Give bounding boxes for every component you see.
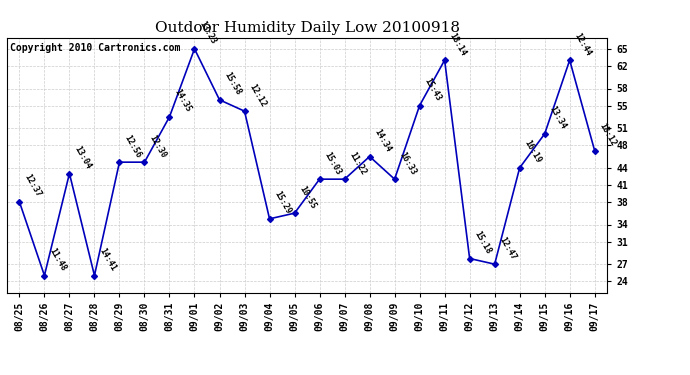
Text: 14:34: 14:34 [373,128,393,154]
Text: Copyright 2010 Cartronics.com: Copyright 2010 Cartronics.com [10,43,180,52]
Title: Outdoor Humidity Daily Low 20100918: Outdoor Humidity Daily Low 20100918 [155,21,460,35]
Text: 16:33: 16:33 [397,150,417,176]
Text: 13:04: 13:04 [72,145,92,171]
Text: 15:18: 15:18 [473,230,493,256]
Text: 11:22: 11:22 [347,150,368,176]
Text: 11:48: 11:48 [47,247,68,273]
Text: 12:47: 12:47 [497,235,518,261]
Text: 15:43: 15:43 [422,76,443,103]
Text: 16:19: 16:19 [522,139,543,165]
Text: 12:56: 12:56 [122,133,143,159]
Text: 14:41: 14:41 [97,247,117,273]
Text: 18:14: 18:14 [447,31,468,57]
Text: 12:44: 12:44 [573,31,593,57]
Text: 13:34: 13:34 [547,105,568,131]
Text: 12:12: 12:12 [247,82,268,108]
Text: 15:58: 15:58 [222,71,243,97]
Text: 12:37: 12:37 [22,173,43,199]
Text: 10:55: 10:55 [297,184,317,210]
Text: 18:12: 18:12 [598,122,618,148]
Text: 12:30: 12:30 [147,133,168,159]
Text: 15:29: 15:29 [273,190,293,216]
Text: 14:35: 14:35 [172,88,193,114]
Text: 15:03: 15:03 [322,150,343,176]
Text: 13:23: 13:23 [197,20,217,46]
